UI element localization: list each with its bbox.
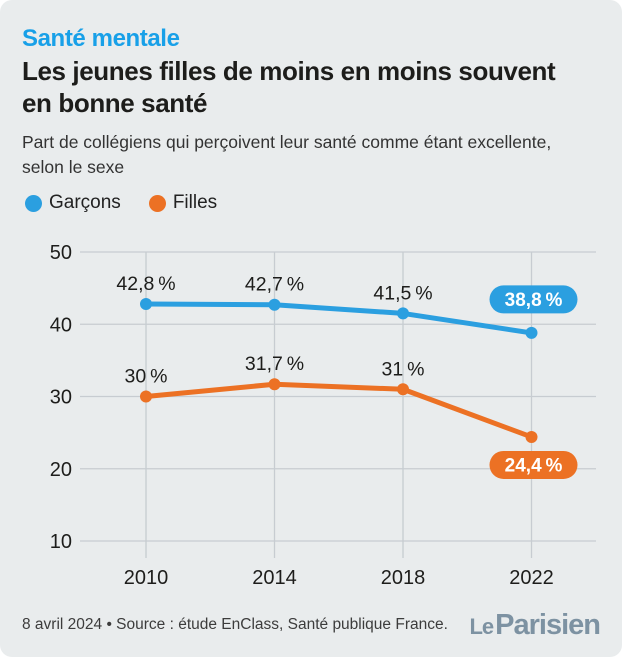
x-tick-label: 2018 bbox=[381, 567, 426, 589]
value-badge bbox=[489, 285, 578, 314]
footer: 8 avril 2024 • Source : étude EnClass, S… bbox=[22, 604, 601, 646]
kicker: Santé mentale bbox=[22, 25, 180, 52]
data-point bbox=[140, 390, 152, 403]
value-badge bbox=[489, 450, 578, 479]
chart-description: Part de collégiens qui perçoivent leur s… bbox=[22, 132, 552, 177]
logo-le-text: Le bbox=[469, 613, 494, 639]
legend-dot-garcons-icon bbox=[25, 194, 42, 212]
data-point-label: 41,5 % bbox=[373, 282, 432, 304]
legend-label-garcons: Garçons bbox=[49, 192, 121, 213]
legend-label-filles: Filles bbox=[172, 192, 218, 213]
series-line-garçons bbox=[143, 301, 534, 336]
legend: Garçons Filles bbox=[25, 192, 217, 214]
value-badge-label: 24,4 % bbox=[505, 455, 563, 476]
data-point bbox=[397, 383, 409, 396]
data-point-label: 42,8 % bbox=[116, 273, 175, 295]
data-point bbox=[268, 298, 281, 311]
value-badge-label: 38,8 % bbox=[505, 290, 563, 311]
data-point bbox=[268, 378, 281, 391]
data-point bbox=[525, 326, 538, 339]
y-tick-label: 20 bbox=[50, 459, 72, 481]
legend-item-garcons: Garçons bbox=[25, 192, 121, 214]
data-point-label: 30 % bbox=[125, 366, 168, 388]
y-tick-label: 30 bbox=[50, 387, 72, 409]
data-point bbox=[140, 298, 152, 311]
le-parisien-logo: Le Parisien bbox=[469, 608, 601, 642]
x-tick-label: 2010 bbox=[124, 567, 169, 589]
page-title: Les jeunes filles de moins en moins souv… bbox=[22, 56, 556, 118]
x-tick-label: 2014 bbox=[252, 567, 297, 589]
legend-item-filles: Filles bbox=[148, 192, 218, 214]
logo-parisien-text: Parisien bbox=[495, 608, 601, 641]
data-point bbox=[397, 307, 409, 320]
data-point-label: 31,7 % bbox=[245, 353, 304, 375]
y-tick-label: 40 bbox=[50, 314, 72, 336]
data-point-label: 31 % bbox=[382, 358, 425, 380]
y-tick-label: 50 bbox=[50, 242, 72, 264]
data-point bbox=[525, 430, 538, 443]
data-point-label: 42,7 % bbox=[245, 274, 304, 296]
source-note: 8 avril 2024 • Source : étude EnClass, S… bbox=[22, 616, 448, 633]
x-tick-label: 2022 bbox=[509, 567, 554, 589]
y-tick-label: 10 bbox=[50, 531, 72, 553]
legend-dot-filles-icon bbox=[148, 194, 166, 212]
series-line-filles bbox=[143, 381, 534, 440]
